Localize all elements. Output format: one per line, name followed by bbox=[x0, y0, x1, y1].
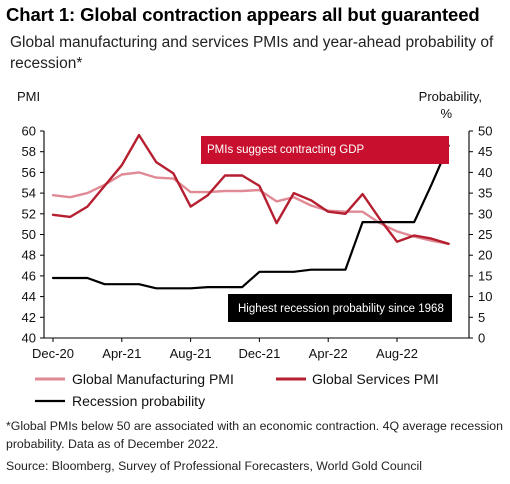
legend-label-recession: Recession probability bbox=[72, 393, 205, 409]
left-axis-tick-label: 58 bbox=[22, 144, 36, 159]
chart: PMI Probability, % 404244464850525456586… bbox=[17, 89, 492, 409]
left-axis-tick-label: 56 bbox=[22, 165, 36, 180]
right-axis-tick-label: 45 bbox=[478, 144, 492, 159]
right-axis-label-line2: % bbox=[440, 106, 452, 121]
left-axis-tick-label: 50 bbox=[22, 227, 36, 242]
right-axis-label-line1: Probability, bbox=[419, 89, 482, 104]
left-axis-tick-label: 54 bbox=[22, 186, 36, 201]
right-axis-tick-label: 15 bbox=[478, 268, 492, 283]
right-axis-tick-label: 30 bbox=[478, 206, 492, 221]
right-axis-tick-label: 0 bbox=[478, 331, 485, 346]
right-axis-tick-label: 20 bbox=[478, 248, 492, 263]
left-axis-tick-label: 60 bbox=[22, 124, 36, 139]
annotation-recession-box bbox=[228, 294, 452, 322]
x-axis-tick-label: Aug-22 bbox=[376, 346, 418, 361]
left-axis-tick-label: 40 bbox=[22, 331, 36, 346]
x-axis-tick-label: Apr-21 bbox=[102, 346, 141, 361]
right-axis-tick-label: 25 bbox=[478, 227, 492, 242]
left-axis-tick-label: 48 bbox=[22, 248, 36, 263]
annotation-pmi-box bbox=[201, 136, 449, 164]
footnote: *Global PMIs below 50 are associated wit… bbox=[6, 419, 503, 451]
legend-label-manufacturing: Global Manufacturing PMI bbox=[72, 371, 234, 387]
series-line-recession bbox=[51, 144, 450, 290]
right-axis-tick-label: 35 bbox=[478, 186, 492, 201]
chart-subtitle: Global manufacturing and services PMIs a… bbox=[10, 34, 494, 72]
source-note: Source: Bloomberg, Survey of Professiona… bbox=[6, 459, 422, 473]
x-axis-tick-label: Aug-21 bbox=[170, 346, 212, 361]
left-axis-tick-label: 46 bbox=[22, 268, 36, 283]
left-axis-tick-label: 44 bbox=[22, 289, 36, 304]
right-axis-tick-label: 50 bbox=[478, 124, 492, 139]
annotation-pmi-text: PMIs suggest contracting GDP bbox=[207, 144, 365, 156]
x-axis-tick-label: Dec-21 bbox=[238, 346, 280, 361]
left-axis-label: PMI bbox=[17, 89, 40, 104]
x-axis-tick-label: Apr-22 bbox=[309, 346, 348, 361]
right-axis-tick-label: 10 bbox=[478, 289, 492, 304]
right-axis-tick-label: 5 bbox=[478, 310, 485, 325]
right-axis-tick-label: 40 bbox=[478, 165, 492, 180]
annotation-recession-text: Highest recession probability since 1968 bbox=[238, 303, 444, 315]
left-axis-tick-label: 52 bbox=[22, 206, 36, 221]
left-axis-tick-label: 42 bbox=[22, 310, 36, 325]
legend-label-services: Global Services PMI bbox=[312, 371, 439, 387]
x-axis-tick-label: Dec-20 bbox=[32, 346, 74, 361]
chart-title: Chart 1: Global contraction appears all … bbox=[6, 4, 480, 25]
